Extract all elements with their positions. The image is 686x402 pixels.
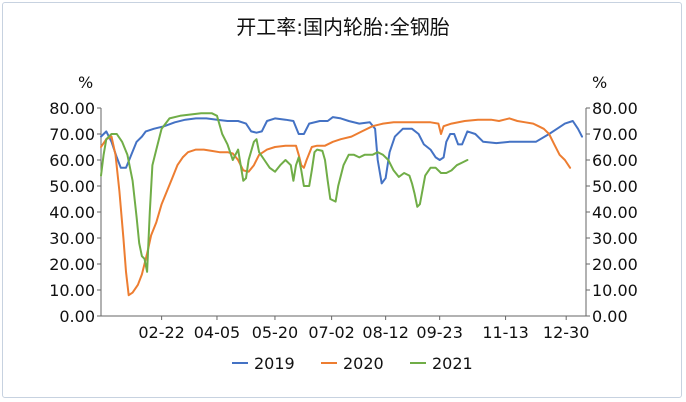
y-tick-label-right: 0.00 — [592, 307, 628, 326]
x-tick-label: 09-23 — [416, 323, 463, 342]
plot-area — [100, 112, 583, 297]
y-axis-right: 0.00 10.00 20.00 30.00 40.00 50.00 60.00 70.00 8… — [585, 99, 638, 326]
chart-frame — [2, 2, 682, 398]
y-unit-right: % — [592, 73, 607, 92]
y-tick-label-left: 70.00 — [49, 125, 95, 144]
y-tick-label-left: 30.00 — [49, 229, 95, 248]
legend-label: 2020 — [343, 354, 384, 373]
x-tick-label: 12-30 — [543, 323, 590, 342]
legend-label: 2021 — [432, 354, 473, 373]
x-tick-label: 02-22 — [138, 323, 185, 342]
y-tick-label-right: 20.00 — [592, 255, 638, 274]
x-tick-label: 07-02 — [308, 323, 355, 342]
y-tick-label-right: 50.00 — [592, 177, 638, 196]
x-tick-label: 11-13 — [482, 323, 529, 342]
chart-title: 开工率:国内轮胎:全钢胎 — [236, 15, 449, 39]
x-tick-label: 08-12 — [362, 323, 409, 342]
y-unit-left: % — [78, 73, 93, 92]
y-tick-label-right: 40.00 — [592, 203, 638, 222]
y-tick-label-left: 50.00 — [49, 177, 95, 196]
y-tick-label-right: 30.00 — [592, 229, 638, 248]
x-tick-label: 05-20 — [252, 323, 299, 342]
legend-item-2021: 2021 — [410, 354, 473, 373]
legend-item-2019: 2019 — [232, 354, 295, 373]
y-tick-label-left: 60.00 — [49, 151, 95, 170]
x-axis: 02-22 04-05 05-20 07-02 08-12 09-23 11-13 12-30 — [101, 315, 590, 342]
y-tick-label-right: 60.00 — [592, 151, 638, 170]
y-axis-left: 0.00 10.00 20.00 30.00 40.00 50.00 60.00 70.00 8… — [49, 99, 102, 326]
legend-label: 2019 — [254, 354, 295, 373]
legend: 2019 2020 2021 — [232, 354, 473, 373]
y-tick-label-left: 10.00 — [49, 281, 95, 300]
series-line-2020 — [100, 117, 572, 297]
series-line-2019 — [100, 116, 583, 185]
y-tick-label-left: 40.00 — [49, 203, 95, 222]
y-tick-label-right: 80.00 — [592, 99, 638, 118]
y-tick-label-left: 20.00 — [49, 255, 95, 274]
legend-item-2020: 2020 — [321, 354, 384, 373]
y-tick-label-right: 70.00 — [592, 125, 638, 144]
x-tick-label: 04-05 — [194, 323, 241, 342]
y-tick-label-left: 0.00 — [59, 307, 95, 326]
series-line-2021 — [100, 112, 469, 273]
y-tick-label-right: 10.00 — [592, 281, 638, 300]
y-tick-label-left: 80.00 — [49, 99, 95, 118]
